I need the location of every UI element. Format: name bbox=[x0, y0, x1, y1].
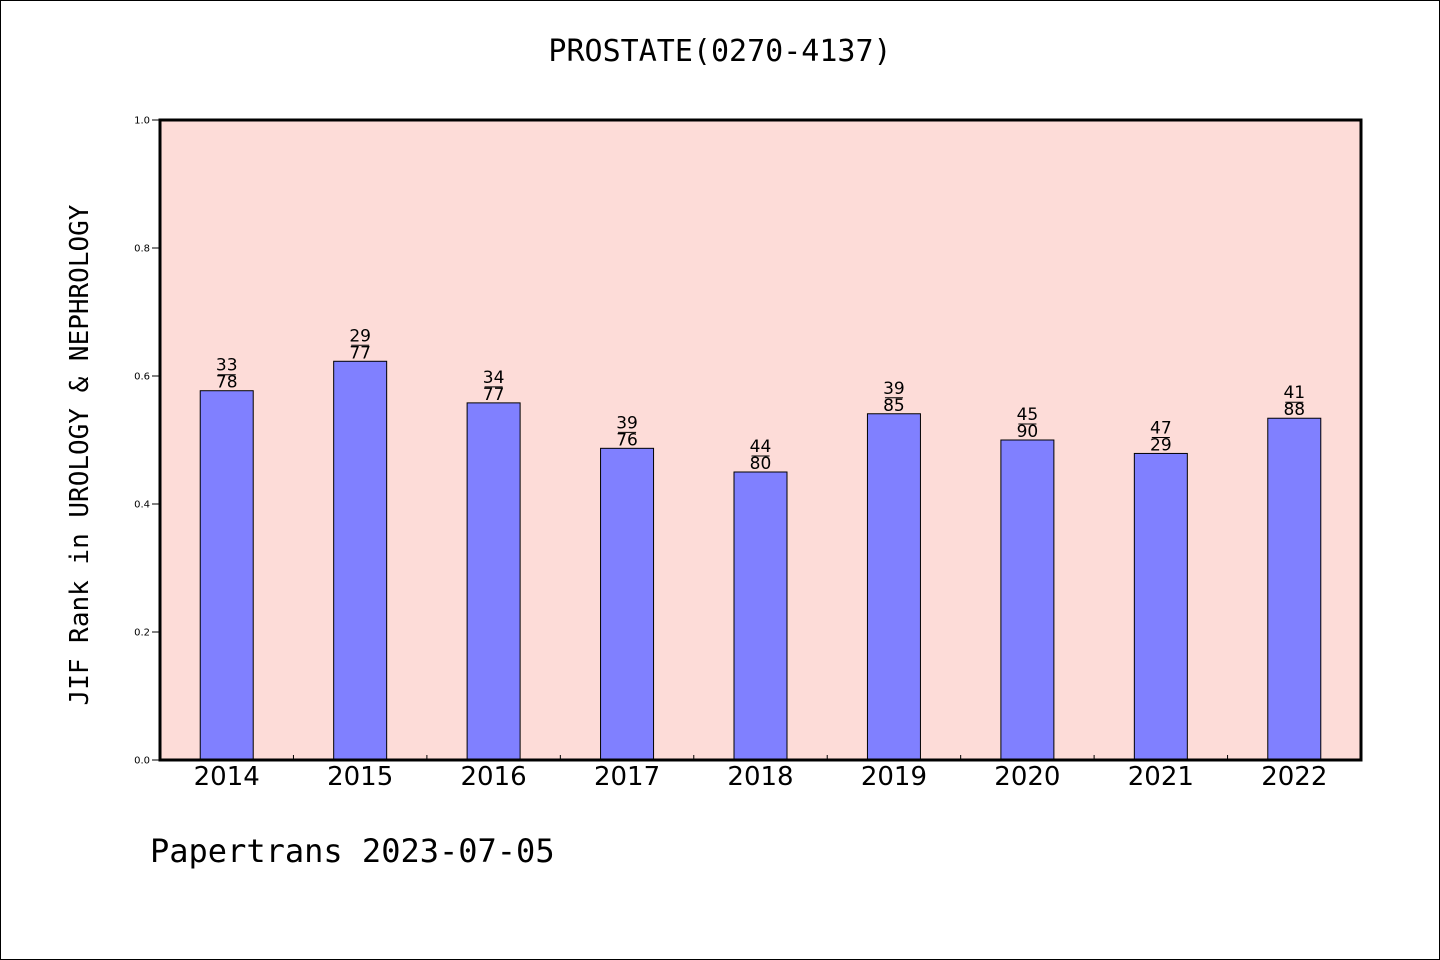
bar-2016 bbox=[466, 402, 521, 761]
bar-label-bottom-2019: 85 bbox=[883, 396, 905, 416]
bar-label-bottom-2017: 76 bbox=[616, 430, 638, 450]
bar-label-bottom-2014: 78 bbox=[216, 373, 238, 393]
chart-title: PROSTATE(0270-4137) bbox=[548, 34, 892, 69]
x-tick-label-2016: 2016 bbox=[461, 762, 527, 792]
bars-group bbox=[199, 360, 1322, 761]
x-tick-label-2018: 2018 bbox=[727, 762, 793, 792]
plot-border bbox=[158, 118, 1363, 762]
bar-label-top-2014: 33 bbox=[216, 356, 238, 376]
y-axis-ticks: 0.0 0.2 0.4 0.6 0.8 1.0 bbox=[134, 116, 160, 767]
bar-label-bottom-2018: 80 bbox=[750, 454, 772, 474]
bar-label-bottom-2015: 77 bbox=[349, 343, 371, 363]
bar-2021 bbox=[1133, 452, 1188, 761]
footer-text: Papertrans 2023-07-05 bbox=[150, 832, 555, 870]
bar-label-bottom-2016: 77 bbox=[483, 385, 505, 405]
bar-label-top-2020: 45 bbox=[1017, 405, 1039, 425]
bar-label-top-2019: 39 bbox=[883, 379, 905, 399]
bar-label-bottom-2022: 88 bbox=[1283, 400, 1305, 420]
y-tick-label: 0.2 bbox=[134, 628, 150, 639]
bar-2019 bbox=[866, 413, 921, 761]
bar-label-bottom-2020: 90 bbox=[1017, 422, 1039, 442]
bar-label-top-2021: 47 bbox=[1150, 418, 1172, 438]
y-tick-label: 0.0 bbox=[134, 756, 150, 767]
bar-label-top-2015: 29 bbox=[349, 326, 371, 346]
bar-2022 bbox=[1267, 417, 1322, 761]
x-tick-label-2021: 2021 bbox=[1128, 762, 1194, 792]
bar-label-top-2016: 34 bbox=[483, 368, 505, 388]
y-tick-label: 0.4 bbox=[134, 500, 150, 511]
bar-2015 bbox=[333, 360, 388, 761]
x-tick-label-2020: 2020 bbox=[994, 762, 1060, 792]
x-tick-label-2019: 2019 bbox=[861, 762, 927, 792]
x-axis-ticks: 2014 2015 2016 2017 2018 2019 2020 2021 2022 bbox=[194, 755, 1327, 792]
x-tick-label-2017: 2017 bbox=[594, 762, 660, 792]
x-tick-label-2014: 2014 bbox=[194, 762, 260, 792]
y-tick-label: 0.6 bbox=[134, 372, 150, 383]
bar-2017 bbox=[600, 447, 655, 761]
y-tick-label: 0.8 bbox=[134, 244, 150, 255]
y-tick-label: 1.0 bbox=[134, 116, 150, 127]
bar-2018 bbox=[733, 471, 788, 761]
bar-label-top-2018: 44 bbox=[750, 437, 772, 457]
bar-2020 bbox=[1000, 439, 1055, 761]
x-tick-label-2015: 2015 bbox=[327, 762, 393, 792]
bar-2014 bbox=[199, 390, 254, 761]
bar-label-top-2022: 41 bbox=[1283, 383, 1305, 403]
bar-label-bottom-2021: 29 bbox=[1150, 435, 1172, 455]
x-tick-label-2022: 2022 bbox=[1261, 762, 1327, 792]
bar-label-top-2017: 39 bbox=[616, 413, 638, 433]
